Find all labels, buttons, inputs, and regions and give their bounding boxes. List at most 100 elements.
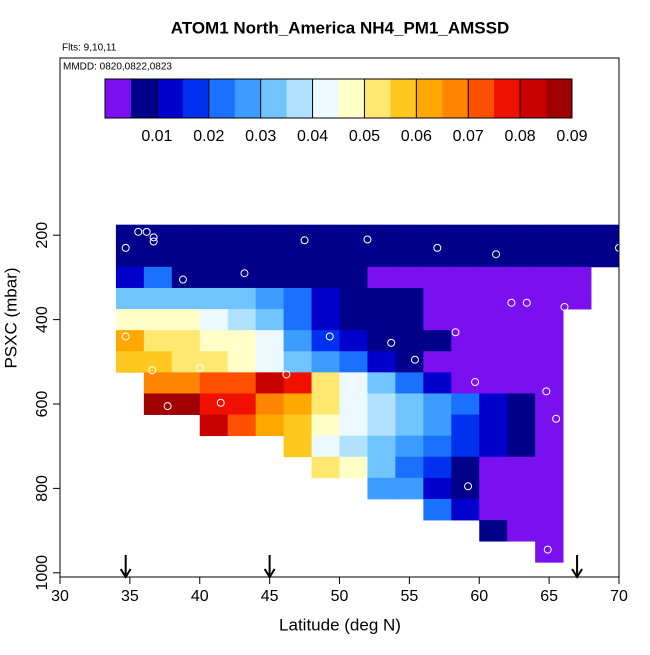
heat-cell xyxy=(115,266,145,289)
sample-point xyxy=(325,332,334,341)
heat-cell xyxy=(367,456,396,479)
heat-cell xyxy=(479,477,508,500)
heat-cell xyxy=(367,287,396,310)
heat-cell xyxy=(227,372,257,394)
heat-cell xyxy=(451,414,480,437)
colorbar-swatch xyxy=(364,79,391,118)
heat-cell xyxy=(339,435,368,458)
heat-cell xyxy=(367,266,396,289)
heat-cell xyxy=(283,435,312,458)
heat-cell xyxy=(395,266,424,289)
heat-cell xyxy=(143,266,173,289)
heat-cell xyxy=(535,456,564,479)
heat-cell xyxy=(395,456,424,479)
heat-cell xyxy=(535,414,564,437)
colorbar-tick-label: 0.04 xyxy=(297,128,328,145)
x-tick-label: 45 xyxy=(261,588,279,605)
heat-cell xyxy=(199,414,229,437)
heat-cell xyxy=(367,224,396,247)
heat-cell xyxy=(115,309,145,331)
sample-point xyxy=(363,235,372,244)
sample-point xyxy=(542,387,551,396)
sample-point xyxy=(240,269,249,278)
heat-cell xyxy=(423,414,452,437)
heat-cell xyxy=(227,224,257,247)
heat-cell xyxy=(311,456,340,479)
heat-cell xyxy=(311,435,340,458)
heat-cell xyxy=(367,414,396,437)
heat-cell xyxy=(535,477,564,500)
heat-cell xyxy=(563,266,592,289)
colorbar-swatch xyxy=(182,79,210,118)
x-tick-label: 30 xyxy=(51,588,69,605)
heat-cell xyxy=(171,287,201,310)
heat-cell xyxy=(255,309,284,331)
heat-cell xyxy=(507,393,536,415)
heat-cell xyxy=(283,266,312,289)
y-tick-label: 400 xyxy=(34,306,51,333)
heat-cell xyxy=(395,477,424,500)
sample-point xyxy=(507,298,516,307)
x-axis-label: Latitude (deg N) xyxy=(279,615,401,634)
heat-cell xyxy=(199,351,229,373)
heat-cell xyxy=(227,330,257,352)
heat-cell xyxy=(451,456,480,479)
heat-cell xyxy=(283,414,312,437)
heat-cell xyxy=(563,245,592,268)
sample-point xyxy=(492,250,501,259)
heat-cell xyxy=(311,393,340,415)
heat-cell xyxy=(479,309,508,331)
heat-cell xyxy=(227,351,257,373)
heat-cell xyxy=(395,393,424,415)
heat-cell xyxy=(591,224,620,247)
heat-cell xyxy=(199,309,229,331)
heat-cell xyxy=(255,287,284,310)
heat-cell xyxy=(479,520,508,542)
heat-cell xyxy=(199,330,229,352)
heat-cell xyxy=(423,498,452,521)
colorbar-swatch xyxy=(156,79,184,118)
heat-cell xyxy=(451,330,480,352)
heat-cell xyxy=(115,330,145,352)
heat-cell xyxy=(395,351,424,373)
heat-cell xyxy=(367,372,396,394)
heat-cell xyxy=(255,224,284,247)
x-tick-label: 50 xyxy=(331,588,349,605)
colorbar-tick-label: 0.03 xyxy=(245,128,276,145)
heat-cell xyxy=(507,351,536,373)
sample-point xyxy=(300,236,309,245)
sample-point xyxy=(560,302,569,311)
heat-cell xyxy=(423,351,452,373)
heat-cell xyxy=(423,330,452,352)
heat-cell xyxy=(507,372,536,394)
heat-cell xyxy=(451,309,480,331)
sample-point xyxy=(142,227,151,236)
heat-cell xyxy=(479,266,508,289)
heat-cell xyxy=(255,266,284,289)
heat-cell xyxy=(479,498,508,521)
heat-cell xyxy=(395,224,424,247)
heat-cell xyxy=(283,309,312,331)
heat-cell xyxy=(535,435,564,458)
heat-cell xyxy=(507,309,536,331)
heat-cell xyxy=(339,414,368,437)
sample-point xyxy=(282,370,291,379)
heat-cell xyxy=(199,224,229,247)
heat-cell xyxy=(171,393,201,415)
heat-cell xyxy=(451,224,480,247)
sample-point xyxy=(410,355,419,364)
heat-cell xyxy=(479,224,508,247)
sample-point xyxy=(522,298,531,307)
heat-cell xyxy=(479,414,508,437)
colorbar-swatch xyxy=(234,79,262,118)
colorbar-tick-label: 0.07 xyxy=(453,128,484,145)
colorbar-tick-label: 0.01 xyxy=(141,128,172,145)
heat-cell xyxy=(143,351,173,373)
heat-cell xyxy=(311,224,340,247)
colorbar-tick-label: 0.08 xyxy=(505,128,536,145)
colorbar-tick-label: 0.02 xyxy=(193,128,224,145)
heat-cell xyxy=(451,372,480,394)
heat-cell xyxy=(171,372,201,394)
heat-cell xyxy=(423,393,452,415)
